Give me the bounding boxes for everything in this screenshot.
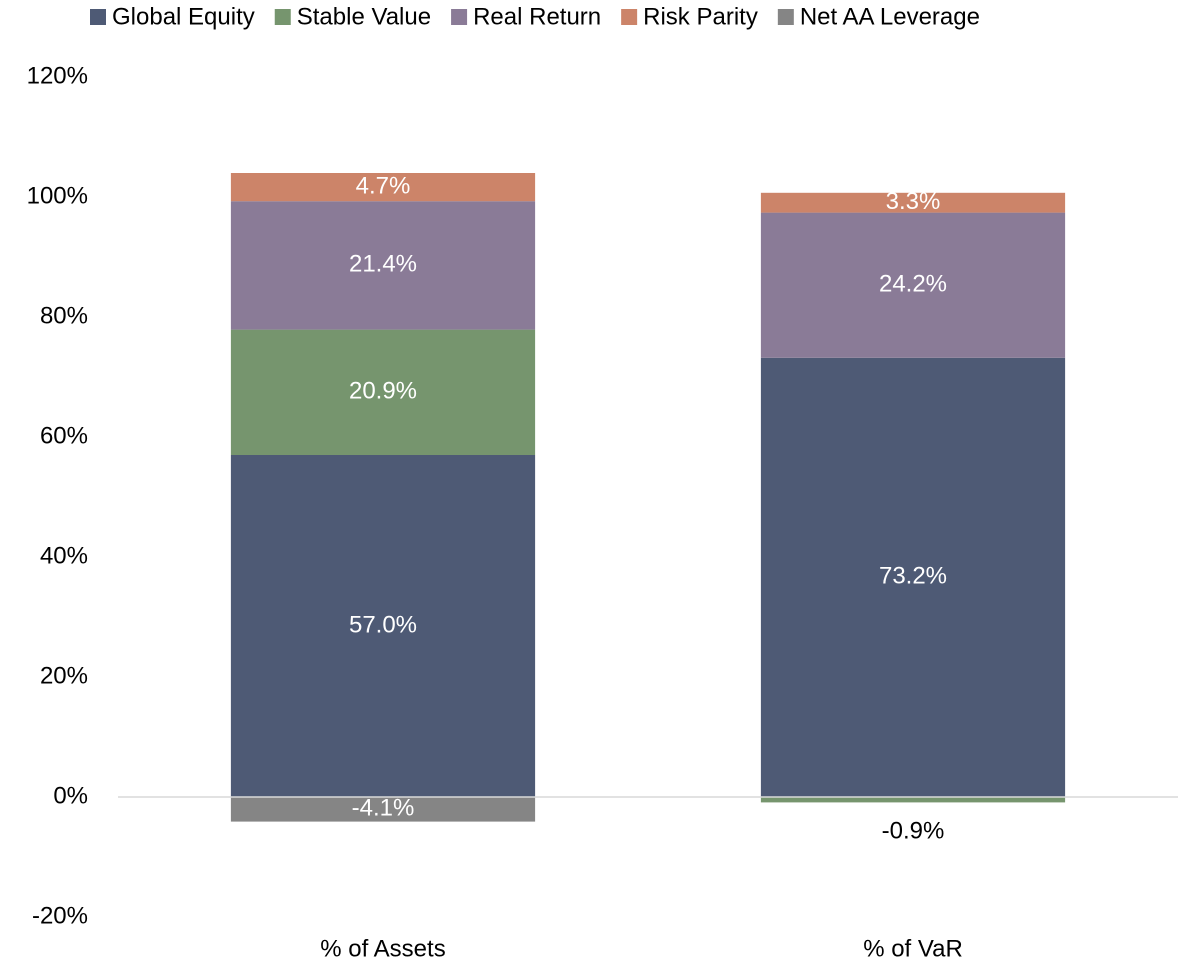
x-tick-label: % of VaR xyxy=(863,935,963,962)
bar-segment xyxy=(760,357,1066,797)
legend-label: Net AA Leverage xyxy=(800,3,980,30)
legend-swatch xyxy=(777,9,794,25)
bar-segment xyxy=(230,455,536,797)
data-label: 21.4% xyxy=(349,251,417,278)
data-label: -4.1% xyxy=(352,795,415,822)
y-tick-label: 0% xyxy=(53,782,88,809)
legend-label: Stable Value xyxy=(297,3,431,30)
y-tick-label: 100% xyxy=(27,182,88,209)
data-label: 57.0% xyxy=(349,611,417,638)
data-label: 4.7% xyxy=(356,172,411,199)
legend-label: Risk Parity xyxy=(643,3,758,30)
bar-segment xyxy=(230,173,536,202)
legend-label: Real Return xyxy=(473,3,601,30)
y-tick-label: 120% xyxy=(27,62,88,89)
bar-segment xyxy=(230,201,536,330)
y-tick-label: 80% xyxy=(40,302,88,329)
y-tick-label: 60% xyxy=(40,422,88,449)
legend-label: Global Equity xyxy=(112,3,255,30)
data-label: 20.9% xyxy=(349,378,417,405)
y-tick-label: 40% xyxy=(40,542,88,569)
legend-swatch xyxy=(621,9,638,25)
data-label: 24.2% xyxy=(879,271,947,298)
y-tick-label: -20% xyxy=(32,902,88,929)
x-tick-label: % of Assets xyxy=(320,935,445,962)
bar-segment xyxy=(760,212,1066,358)
bar-segment xyxy=(230,797,536,822)
legend-swatch xyxy=(451,9,468,25)
bar-segment xyxy=(760,192,1066,213)
data-label: 73.2% xyxy=(879,563,947,590)
bar-segment xyxy=(230,329,536,455)
data-label: 3.3% xyxy=(886,188,941,215)
bar-segment xyxy=(760,797,1066,803)
legend-swatch xyxy=(274,9,291,25)
legend-swatch xyxy=(90,9,106,25)
y-tick-label: 20% xyxy=(40,662,88,689)
data-label: -0.9% xyxy=(882,818,945,845)
